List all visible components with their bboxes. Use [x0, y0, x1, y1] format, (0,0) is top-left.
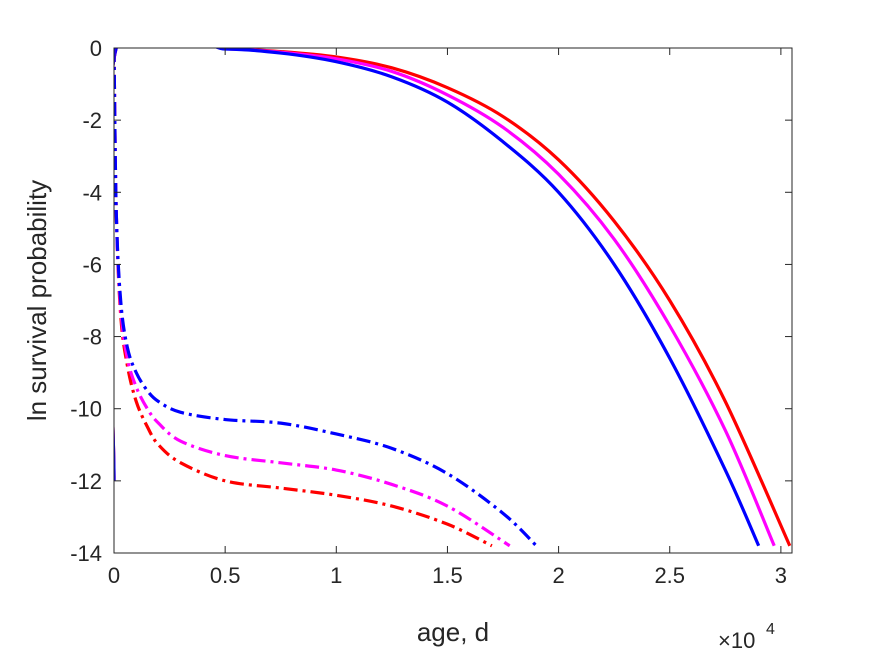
- y-tick-label: 0: [90, 36, 102, 61]
- series-line-solid-1: [114, 48, 776, 547]
- y-tick-label: -10: [70, 397, 102, 422]
- x-tick-label: 1: [330, 563, 342, 588]
- x-tick-label: 3: [775, 563, 787, 588]
- x-tick-label: 0: [108, 563, 120, 588]
- y-tick-label: -12: [70, 469, 102, 494]
- series-layer: [114, 48, 792, 548]
- y-tick-label: -4: [82, 180, 102, 205]
- series-line-dashdot-5: [114, 48, 538, 547]
- y-axis-label: ln survival probability: [22, 180, 52, 421]
- y-tick-label: -6: [82, 252, 102, 277]
- x-exponent: ×10 4: [718, 621, 775, 653]
- x-exponent-power: 4: [766, 621, 775, 638]
- x-tick-label: 1.5: [432, 563, 463, 588]
- series-line-solid-2: [114, 48, 761, 547]
- x-axis-label: age, d: [417, 617, 489, 647]
- x-tick-label: 2.5: [654, 563, 685, 588]
- x-exponent-base: ×10: [718, 628, 755, 653]
- y-tick-label: -8: [82, 325, 102, 350]
- axes-box: [113, 47, 793, 554]
- x-tick-label: 2: [552, 563, 564, 588]
- y-tick-label: -14: [70, 541, 102, 566]
- ticks-layer: 0 0.5 1 1.5 2 2.5 3 0 -2 -4 -6 -8 -10 -12 -14: [70, 36, 792, 588]
- series-line-solid-0: [114, 48, 792, 547]
- x-tick-label: 0.5: [210, 563, 241, 588]
- y-tick-label: -2: [82, 108, 102, 133]
